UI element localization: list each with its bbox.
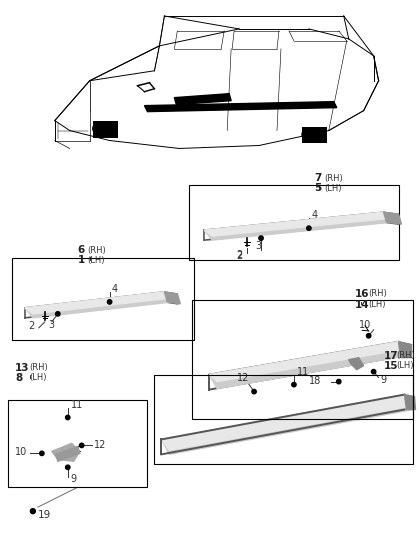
Text: (RH): (RH) bbox=[29, 363, 48, 372]
Text: (RH): (RH) bbox=[88, 246, 106, 255]
Polygon shape bbox=[209, 342, 406, 381]
Circle shape bbox=[259, 236, 263, 240]
Text: 19: 19 bbox=[38, 510, 51, 520]
Polygon shape bbox=[25, 292, 172, 318]
Text: (RH): (RH) bbox=[324, 174, 343, 183]
Text: 5: 5 bbox=[314, 183, 321, 193]
Text: 1: 1 bbox=[78, 255, 85, 265]
Text: 16: 16 bbox=[355, 289, 369, 299]
Polygon shape bbox=[383, 212, 401, 224]
Circle shape bbox=[292, 383, 296, 387]
Text: 8: 8 bbox=[15, 373, 22, 383]
Text: 14: 14 bbox=[355, 300, 369, 310]
Text: 2: 2 bbox=[28, 321, 34, 331]
Circle shape bbox=[31, 509, 35, 514]
Text: 7: 7 bbox=[314, 173, 321, 183]
Polygon shape bbox=[145, 102, 337, 112]
Polygon shape bbox=[56, 446, 80, 461]
Text: 2: 2 bbox=[236, 251, 242, 261]
Text: 6: 6 bbox=[78, 245, 85, 255]
Polygon shape bbox=[398, 342, 411, 357]
Circle shape bbox=[371, 370, 376, 374]
Polygon shape bbox=[164, 292, 180, 304]
Circle shape bbox=[307, 226, 311, 230]
Text: 12: 12 bbox=[237, 373, 249, 383]
Circle shape bbox=[252, 389, 256, 394]
Polygon shape bbox=[25, 292, 172, 314]
Polygon shape bbox=[204, 212, 392, 240]
Text: (LH): (LH) bbox=[29, 373, 47, 382]
Text: 3: 3 bbox=[48, 320, 54, 330]
Text: 11: 11 bbox=[71, 400, 83, 410]
Polygon shape bbox=[209, 342, 406, 389]
Text: 13: 13 bbox=[15, 363, 29, 373]
Polygon shape bbox=[204, 212, 392, 236]
Polygon shape bbox=[404, 395, 416, 410]
Text: 15: 15 bbox=[383, 361, 398, 371]
Text: 10: 10 bbox=[15, 448, 27, 458]
Circle shape bbox=[56, 312, 60, 316]
Text: (RH): (RH) bbox=[396, 351, 415, 360]
Text: (RH): (RH) bbox=[369, 290, 388, 299]
Circle shape bbox=[65, 465, 70, 469]
Text: (LH): (LH) bbox=[324, 184, 341, 193]
Text: 17: 17 bbox=[383, 351, 398, 361]
Bar bbox=[192, 300, 414, 419]
Text: (LH): (LH) bbox=[396, 361, 414, 370]
Text: 11: 11 bbox=[297, 366, 309, 376]
Circle shape bbox=[65, 415, 70, 420]
Text: 4: 4 bbox=[312, 210, 318, 220]
Circle shape bbox=[367, 334, 371, 338]
Text: 9: 9 bbox=[380, 375, 387, 385]
Polygon shape bbox=[161, 395, 414, 454]
Text: 2: 2 bbox=[236, 250, 242, 260]
Text: 4: 4 bbox=[111, 284, 118, 294]
Bar bbox=[189, 185, 398, 260]
Polygon shape bbox=[174, 93, 231, 105]
Bar bbox=[155, 375, 414, 464]
Polygon shape bbox=[52, 443, 80, 461]
Text: 9: 9 bbox=[71, 474, 77, 484]
Circle shape bbox=[336, 379, 341, 384]
Bar bbox=[8, 400, 147, 487]
Text: 3: 3 bbox=[255, 241, 261, 251]
Text: (LH): (LH) bbox=[369, 300, 386, 309]
Polygon shape bbox=[349, 358, 364, 370]
Circle shape bbox=[107, 300, 112, 304]
Circle shape bbox=[40, 451, 44, 455]
Text: (LH): (LH) bbox=[88, 256, 105, 265]
Text: 12: 12 bbox=[94, 440, 106, 450]
Circle shape bbox=[80, 443, 84, 448]
Text: 10: 10 bbox=[359, 320, 371, 330]
Bar bbox=[12, 258, 194, 340]
Polygon shape bbox=[161, 395, 414, 450]
Text: 18: 18 bbox=[309, 376, 321, 386]
